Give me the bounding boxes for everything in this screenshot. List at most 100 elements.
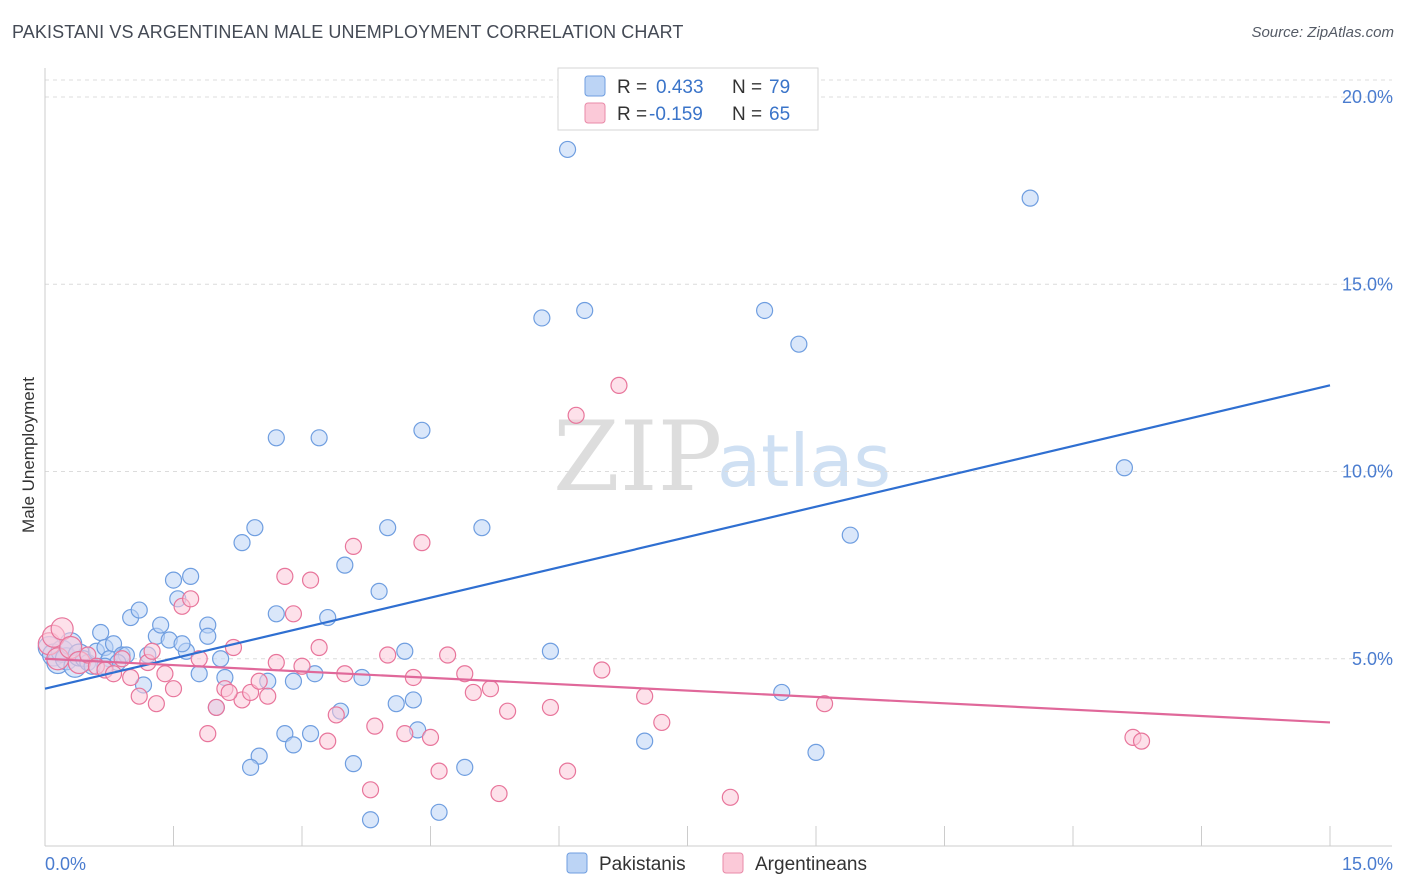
point-argentineans xyxy=(113,650,131,668)
point-pakistanis xyxy=(310,429,328,447)
point-argentineans xyxy=(344,537,362,556)
point-pakistanis xyxy=(773,683,791,702)
point-argentineans xyxy=(199,725,217,743)
point-pakistanis xyxy=(396,642,414,660)
point-pakistanis xyxy=(361,811,380,829)
point-pakistanis xyxy=(267,605,285,623)
point-argentineans xyxy=(319,732,337,750)
point-argentineans xyxy=(130,687,148,705)
point-pakistanis xyxy=(284,672,303,690)
point-pakistanis xyxy=(636,732,654,750)
point-argentineans xyxy=(593,661,611,679)
point-argentineans xyxy=(267,653,285,672)
point-argentineans xyxy=(361,781,380,799)
point-pakistanis xyxy=(807,743,825,761)
legend-n-label-1: N = xyxy=(732,77,762,98)
point-argentineans xyxy=(276,567,294,585)
point-pakistanis xyxy=(576,301,594,320)
bottom-legend-label-argentineans: Argentineans xyxy=(755,854,867,875)
point-pakistanis xyxy=(242,758,260,776)
legend-swatch-pakistani xyxy=(584,75,606,97)
point-argentineans xyxy=(413,534,431,552)
point-argentineans xyxy=(284,605,303,623)
bottom-legend-swatch-pakistanis xyxy=(566,852,588,874)
legend-r-value-1: 0.433 xyxy=(656,77,704,98)
point-pakistanis xyxy=(1115,459,1134,477)
point-pakistanis xyxy=(344,755,362,773)
point-pakistanis xyxy=(456,758,474,776)
point-pakistanis xyxy=(173,635,191,653)
point-argentineans xyxy=(327,706,345,724)
point-argentineans xyxy=(1132,732,1151,750)
legend-r-label-2: R = xyxy=(617,104,647,125)
point-argentineans xyxy=(464,683,482,702)
point-pakistanis xyxy=(152,616,170,634)
point-argentineans xyxy=(122,668,140,687)
point-argentineans xyxy=(541,698,560,717)
axes xyxy=(44,68,1392,847)
legend-n-value-2: 65 xyxy=(769,104,790,125)
point-pakistanis xyxy=(130,601,148,619)
point-argentineans xyxy=(610,376,628,394)
point-pakistanis xyxy=(284,736,303,754)
series-legend: Pakistanis Argentineans xyxy=(566,852,867,875)
point-pakistanis xyxy=(755,301,774,320)
point-pakistanis xyxy=(404,691,422,709)
trend-line-argentineans xyxy=(44,657,1331,724)
grid-lines xyxy=(45,79,1392,660)
point-argentineans xyxy=(143,642,161,660)
point-argentineans xyxy=(379,646,397,664)
point-argentineans xyxy=(456,665,474,683)
point-argentineans xyxy=(182,590,200,608)
point-argentineans xyxy=(481,680,500,698)
point-pakistanis xyxy=(1021,189,1039,207)
point-pakistanis xyxy=(190,665,208,683)
y-tick-label: 5.0% xyxy=(1352,649,1393,669)
legend-r-label-1: R = xyxy=(617,77,647,98)
point-pakistanis xyxy=(353,668,371,687)
point-argentineans xyxy=(558,762,577,780)
point-argentineans xyxy=(815,695,834,713)
point-argentineans xyxy=(310,638,328,657)
point-argentineans xyxy=(439,646,457,664)
point-argentineans xyxy=(490,784,508,803)
trend-lines xyxy=(44,384,1331,724)
chart-source: Source: ZipAtlas.com xyxy=(1251,24,1394,41)
point-pakistanis xyxy=(558,140,577,159)
point-argentineans xyxy=(421,728,440,746)
point-pakistanis xyxy=(473,519,491,537)
point-pakistanis xyxy=(267,429,285,447)
point-argentineans xyxy=(636,687,654,705)
point-pakistanis xyxy=(430,803,448,821)
point-pakistanis xyxy=(387,695,405,713)
point-argentineans xyxy=(396,725,414,743)
point-pakistanis xyxy=(92,623,110,642)
trend-line-pakistanis xyxy=(44,384,1331,690)
watermark-atlas: atlas xyxy=(717,419,891,503)
point-argentineans xyxy=(430,762,448,780)
legend-swatch-argentinean xyxy=(584,102,606,124)
bottom-legend-swatch-argentineans xyxy=(722,852,744,874)
point-argentineans xyxy=(147,695,165,713)
chart-title: PAKISTANI VS ARGENTINEAN MALE UNEMPLOYME… xyxy=(12,22,684,42)
point-pakistanis xyxy=(246,519,264,537)
point-pakistanis xyxy=(336,556,354,574)
tick-labels: 5.0% 10.0% 15.0% 20.0% 0.0% 15.0% xyxy=(45,87,1393,874)
x-tick-label-min: 0.0% xyxy=(45,854,86,874)
point-argentineans xyxy=(207,698,225,717)
point-pakistanis xyxy=(182,567,200,585)
legend-r-value-2: -0.159 xyxy=(649,104,703,125)
scatter-points xyxy=(37,140,1151,829)
y-tick-label: 10.0% xyxy=(1342,462,1393,482)
legend-n-label-2: N = xyxy=(732,104,762,125)
point-argentineans xyxy=(366,717,384,735)
point-pakistanis xyxy=(370,582,388,600)
point-pakistanis xyxy=(164,571,183,589)
point-pakistanis xyxy=(301,725,320,743)
point-pakistanis xyxy=(541,642,560,660)
correlation-legend: R = 0.433 N = 79 R = -0.159 N = 65 xyxy=(557,67,819,131)
point-pakistanis xyxy=(233,534,251,552)
point-argentineans xyxy=(567,406,585,424)
point-argentineans xyxy=(499,702,517,720)
